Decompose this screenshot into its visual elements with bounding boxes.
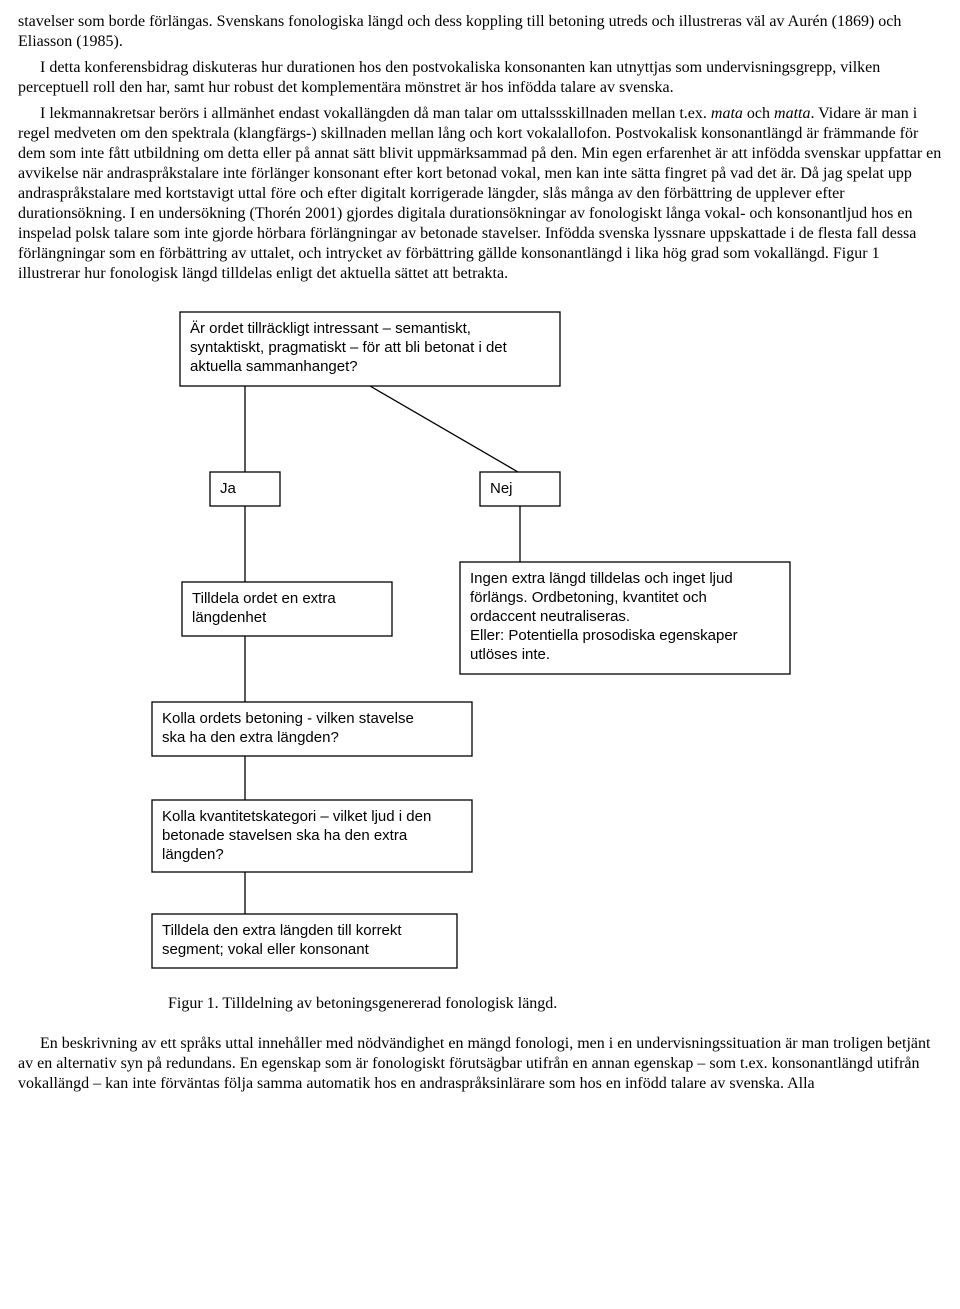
svg-text:ska ha den extra längden?: ska ha den extra längden? [162,729,339,746]
p3-part-a: I lekmannakretsar berörs i allmänhet end… [40,105,711,122]
svg-text:längden?: längden? [162,846,224,863]
p3-italic-matta: matta [774,105,810,122]
svg-text:Tilldela den extra längden til: Tilldela den extra längden till korrekt [162,922,402,939]
svg-text:segment; vokal eller konsonant: segment; vokal eller konsonant [162,941,370,958]
body-paragraph-1: stavelser som borde förlängas. Svenskans… [18,12,942,52]
svg-text:utlöses inte.: utlöses inte. [470,646,550,663]
svg-text:ordaccent neutraliseras.: ordaccent neutraliseras. [470,608,630,625]
body-paragraph-2: I detta konferensbidrag diskuteras hur d… [18,58,942,98]
svg-text:längdenhet: längdenhet [192,609,267,626]
body-paragraph-4: En beskrivning av ett språks uttal inneh… [18,1034,942,1094]
p3-part-c: . Vidare är man i regel medveten om den … [18,105,941,282]
p3-part-b: och [743,105,774,122]
p3-italic-mata: mata [711,105,743,122]
svg-text:Tilldela ordet en extra: Tilldela ordet en extra [192,590,336,607]
figure-caption: Figur 1. Tilldelning av betoningsgenerer… [168,994,942,1014]
body-paragraph-3: I lekmannakretsar berörs i allmänhet end… [18,104,942,284]
svg-text:betonade stavelsen ska ha den: betonade stavelsen ska ha den extra [162,827,408,844]
svg-text:Kolla kvantitetskategori – vil: Kolla kvantitetskategori – vilket ljud i… [162,808,431,825]
flowchart-node-kolla2: Kolla kvantitetskategori – vilket ljud i… [152,800,472,872]
flowchart-node-ja: Ja [210,472,280,506]
flowchart-node-tilldela2: Tilldela den extra längden till korrekt s… [152,914,457,968]
flowchart-svg: Är ordet tillräckligt intressant – seman… [120,302,840,982]
flowchart-node-kolla1: Kolla ordets betoning - vilken stavelse s… [152,702,472,756]
flowchart-node-ingen: Ingen extra längd tilldelas och inget lj… [460,562,790,674]
svg-text:Eller: Potentiella prosodiska: Eller: Potentiella prosodiska egenskaper [470,627,738,644]
svg-text:förlängs. Ordbetoning, kvantit: förlängs. Ordbetoning, kvantitet och [470,589,707,606]
flowchart-node-q1: Är ordet tillräckligt intressant – seman… [180,312,560,386]
svg-text:Ingen extra längd tilldelas oc: Ingen extra längd tilldelas och inget lj… [470,570,733,587]
flowchart-edge [370,386,518,472]
svg-text:aktuella sammanhanget?: aktuella sammanhanget? [190,358,358,375]
flowchart-figure: Är ordet tillräckligt intressant – seman… [120,302,840,982]
svg-text:Ja: Ja [220,480,237,497]
svg-text:syntaktiskt, pragmatiskt – för: syntaktiskt, pragmatiskt – för att bli b… [190,339,508,356]
svg-text:Kolla ordets betoning - vilken: Kolla ordets betoning - vilken stavelse [162,710,414,727]
flowchart-node-tilldela: Tilldela ordet en extra längdenhet [182,582,392,636]
flowchart-node-nej: Nej [480,472,560,506]
svg-text:Nej: Nej [490,480,513,497]
svg-text:Är ordet tillräckligt intressa: Är ordet tillräckligt intressant – seman… [190,320,471,337]
